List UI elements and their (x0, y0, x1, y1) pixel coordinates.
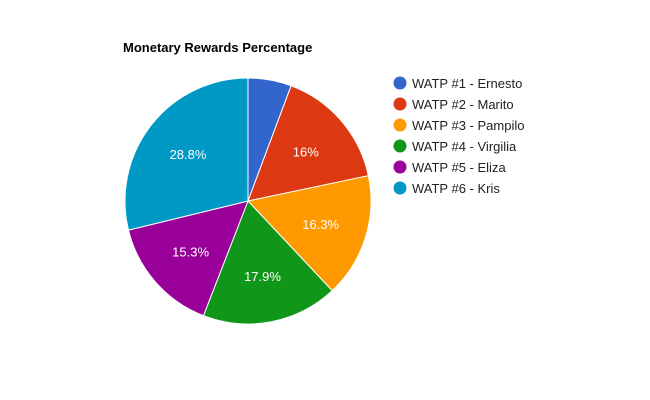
pie-slices (124, 77, 372, 325)
legend: WATP #1 - Ernesto WATP #2 - Marito WATP #3… (393, 76, 525, 196)
pie-slice-watp-6-kris[interactable] (124, 77, 249, 231)
legend-label: WATP #4 - Virgilia (412, 139, 517, 154)
legend-item-watp-3-pampilo[interactable]: WATP #3 - Pampilo (393, 118, 525, 133)
legend-item-watp-1-ernesto[interactable]: WATP #1 - Ernesto (393, 76, 523, 91)
legend-swatch (393, 97, 407, 111)
legend-swatch (393, 181, 407, 195)
legend-swatch (393, 118, 407, 132)
legend-swatch (393, 160, 407, 174)
pie-slice-watp-2-marito[interactable] (247, 85, 369, 202)
legend-label: WATP #5 - Eliza (412, 160, 506, 175)
slice-value-label: 16.3% (302, 217, 339, 232)
legend-label: WATP #1 - Ernesto (412, 76, 522, 91)
chart-title: Monetary Rewards Percentage (123, 40, 312, 55)
slice-value-label: 17.9% (244, 269, 281, 284)
pie-slice-watp-5-eliza[interactable] (127, 200, 249, 317)
legend-swatch (393, 139, 407, 153)
legend-item-watp-4-virgilia[interactable]: WATP #4 - Virgilia (393, 139, 518, 154)
legend-item-watp-5-eliza[interactable]: WATP #5 - Eliza (393, 160, 507, 175)
slice-labels: 16% 16.3% 17.9% 15.3% 28.8% (170, 144, 340, 284)
slice-value-label: 15.3% (172, 244, 209, 259)
legend-label: WATP #3 - Pampilo (412, 118, 524, 133)
pie-slice-watp-3-pampilo[interactable] (247, 175, 372, 292)
legend-item-watp-2-marito[interactable]: WATP #2 - Marito (393, 97, 514, 112)
slice-value-label: 16% (293, 144, 319, 159)
pie-slice-watp-4-virgilia[interactable] (202, 200, 333, 325)
legend-item-watp-6-kris[interactable]: WATP #6 - Kris (393, 181, 501, 196)
legend-label: WATP #2 - Marito (412, 97, 514, 112)
legend-label: WATP #6 - Kris (412, 181, 500, 196)
slice-value-label: 28.8% (170, 147, 207, 162)
legend-swatch (393, 76, 407, 90)
